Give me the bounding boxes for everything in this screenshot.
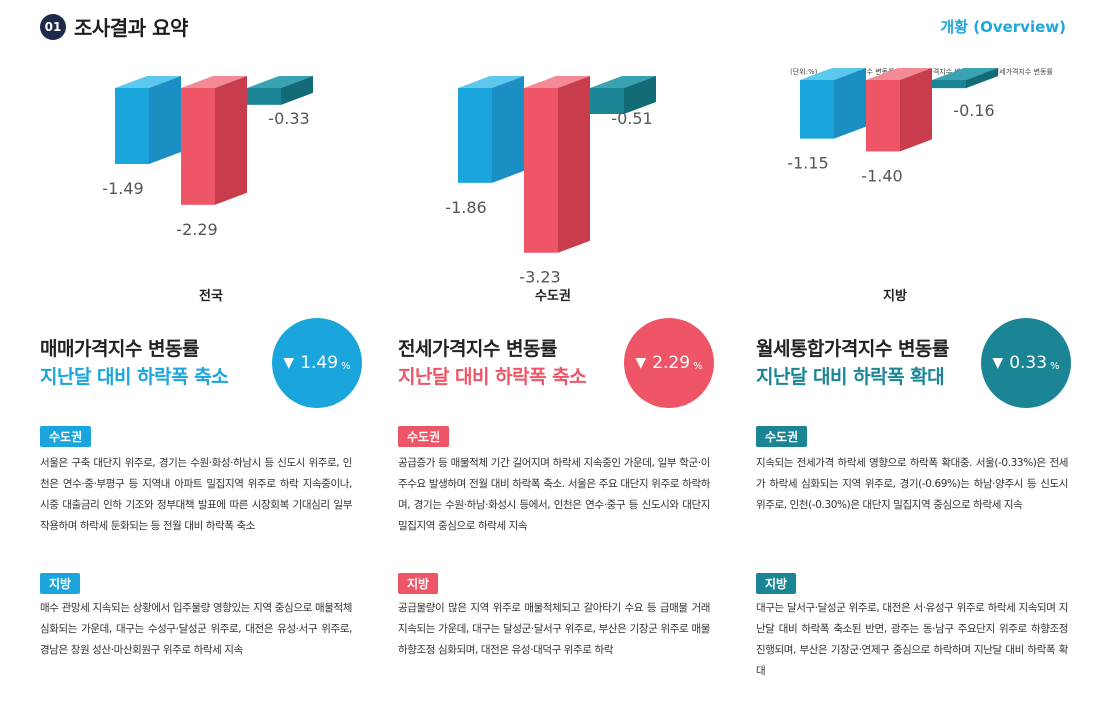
region-label-capital: 수도권 [535,289,571,304]
value-circle-sale: ▼ 1.49 % [272,318,362,408]
bar-provinces-jeonse-top [866,68,932,80]
tag-capital-sale: 수도권 [40,426,92,447]
bar-national-sale-side [149,76,181,164]
data-label-capital-monthly: -0.51 [611,109,652,128]
unit-sale: % [341,360,351,372]
bar-capital-jeonse-top [524,76,590,88]
tag-provinces-jeonse: 지방 [398,573,439,594]
text-provinces-monthly: 대구는 달서구·달성군 위주로, 대전은 서·유성구 위주로 하락세 지속되며 … [756,602,1068,677]
bar-national-jeonse-side [215,76,247,205]
legend-label-monthly: 월세가격지수 변동률 [992,68,1053,76]
text-capital-sale: 서울은 구축 대단지 위주로, 경기는 수원·화성·하남시 등 신도시 위주로,… [40,457,352,532]
tag-capital-monthly: 수도권 [756,426,808,447]
bar-national-sale-top [115,76,181,88]
bar-national-jeonse [181,88,215,205]
bar-provinces-jeonse [866,80,900,152]
region-label-provinces: 지방 [883,289,907,304]
unit-jeonse: % [693,360,703,372]
bar-capital-sale [458,88,492,183]
bar-provinces-monthly-side [966,68,998,89]
data-label-provinces-jeonse: -1.40 [861,166,902,185]
data-label-provinces-sale: -1.15 [787,154,828,173]
text-provinces-sale: 매수 관망세 지속되는 상황에서 입주물량 영향있는 지역 중심으로 매물적체 … [40,602,352,656]
section-number-badge: 01 [40,13,66,40]
bar-provinces-sale [800,80,834,139]
tag-capital-jeonse: 수도권 [398,426,450,447]
tag-provinces-sale: 지방 [40,573,81,594]
bar-capital-monthly [590,88,624,115]
bar-capital-jeonse [524,88,558,253]
card-title-jeonse: 전세가격지수 변동률 [398,338,557,360]
bar-national-jeonse-top [181,76,247,88]
bar-provinces-monthly [932,80,966,89]
header: 01 조사결과 요약 [40,12,188,41]
unit-monthly: % [1050,360,1060,372]
card-subtitle-jeonse: 지난달 대비 하락폭 축소 [398,366,587,388]
bar-provinces-sale-top [800,68,866,80]
bar-national-sale [115,88,149,164]
data-label-national-monthly: -0.33 [268,109,309,128]
data-label-national-jeonse: -2.29 [176,220,217,239]
card-title-monthly: 월세통합가격지수 변동률 [756,338,949,360]
bar-capital-monthly-top [590,76,656,88]
card-subtitle-sale: 지난달 대비 하락폭 축소 [40,366,229,388]
legend-unit: (단위:%) [790,68,818,76]
value-circle-monthly: ▼ 0.33 % [981,318,1071,408]
text-capital-monthly: 지속되는 전세가격 하락세 영향으로 하락폭 확대중. 서울(-0.33%)은 … [756,457,1068,511]
card-title-sale: 매매가격지수 변동률 [40,338,199,360]
data-label-national-sale: -1.49 [102,179,143,198]
bar-capital-jeonse-side [558,76,590,253]
value-circle-jeonse: ▼ 2.29 % [624,318,714,408]
bar-national-monthly-side [281,76,313,105]
bar-charts: -1.49 -2.29 -0.33 -1.86 -3.23 -0.51 -1.15 -1.40… [102,68,998,287]
text-capital-jeonse: 공급증가 등 매물적체 기간 길어지며 하락세 지속중인 가운데, 일부 학군·… [398,457,710,532]
bar-national-monthly-top [247,76,313,88]
page-title: 조사결과 요약 [74,16,188,40]
legend-label-jeonse: 전세가격지수 변동률 [913,68,974,76]
bar-capital-sale-top [458,76,524,88]
data-label-provinces-monthly: -0.16 [953,101,994,120]
data-label-capital-jeonse: -3.23 [519,268,560,287]
region-label-national: 전국 [199,289,223,304]
value-jeonse: 2.29 [652,353,691,373]
tag-provinces-monthly: 지방 [756,573,797,594]
bar-capital-sale-side [492,76,524,183]
text-provinces-jeonse: 공급물량이 많은 지역 위주로 매물적체되고 갈아타기 수요 등 급매물 거래 … [398,602,710,656]
value-monthly: 0.33 [1009,353,1048,373]
bar-provinces-jeonse-side [900,68,932,152]
value-sale: 1.49 [300,353,339,373]
card-subtitle-monthly: 지난달 대비 하락폭 확대 [756,366,945,388]
bar-provinces-sale-side [834,68,866,139]
down-arrow-icon: ▼ [283,355,295,371]
down-arrow-icon: ▼ [992,355,1004,371]
bar-provinces-monthly-top [932,68,998,80]
bar-capital-monthly-side [624,76,656,115]
overview-link[interactable]: 개황 (Overview) [940,18,1066,36]
down-arrow-icon: ▼ [635,355,647,371]
bar-national-monthly [247,88,281,105]
data-label-capital-sale: -1.86 [445,198,486,217]
